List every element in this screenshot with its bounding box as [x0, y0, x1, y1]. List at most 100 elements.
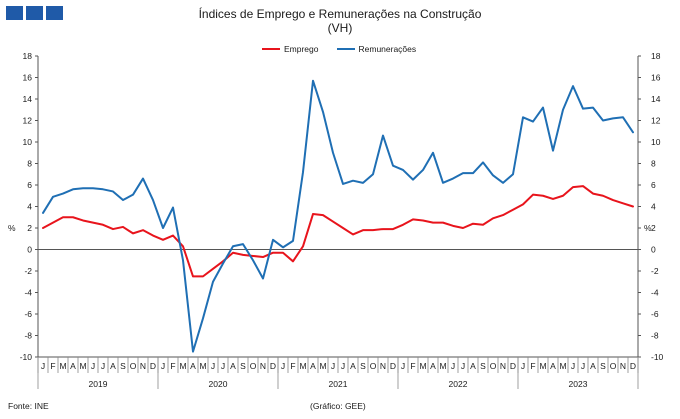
x-tick-label-month: J: [521, 361, 525, 371]
series-line-remuneracoes: [42, 79, 634, 353]
x-tick-label-month: A: [230, 361, 236, 371]
y-tick-label-left: 10: [23, 137, 33, 147]
x-tick-label-month: M: [199, 361, 206, 371]
y-tick-label-left: 16: [23, 73, 33, 83]
x-tick-label-month: F: [410, 361, 415, 371]
x-tick-label-month: A: [350, 361, 356, 371]
y-tick-label-right: -4: [651, 288, 659, 298]
x-tick-label-month: J: [581, 361, 585, 371]
logo-block: [26, 6, 43, 20]
x-tick-label-month: S: [120, 361, 126, 371]
x-tick-label-year: 2020: [209, 379, 228, 389]
x-tick-label-month: J: [401, 361, 405, 371]
y-tick-label-right: -8: [651, 331, 659, 341]
y-tick-label-left: -6: [24, 309, 32, 319]
y-tick-label-left: 4: [27, 202, 32, 212]
legend-label-emprego: Emprego: [284, 44, 319, 54]
x-tick-label-month: S: [360, 361, 366, 371]
x-tick-label-month: M: [559, 361, 566, 371]
x-tick-label-month: A: [550, 361, 556, 371]
x-tick-label-month: J: [571, 361, 575, 371]
x-tick-label-month: N: [380, 361, 386, 371]
x-tick-label-month: D: [150, 361, 156, 371]
x-tick-label-month: N: [260, 361, 266, 371]
y-tick-label-left: 12: [23, 116, 33, 126]
x-tick-label-month: A: [430, 361, 436, 371]
y-tick-label-left: -10: [20, 352, 33, 362]
x-tick-label-month: J: [331, 361, 335, 371]
x-tick-label-month: M: [299, 361, 306, 371]
y-tick-label-right: 18: [651, 51, 661, 61]
x-tick-label-month: J: [211, 361, 215, 371]
legend-label-remuneracoes: Remunerações: [358, 44, 417, 54]
x-tick-label-month: A: [70, 361, 76, 371]
x-tick-label-month: M: [59, 361, 66, 371]
line-chart: -10 -10 -8 -8 -6 -6 -4 -4 -2 -2 0 0 2 2 4 4 6 6 8 8 10 10 12 12…: [8, 51, 664, 389]
x-tick-label-month: S: [240, 361, 246, 371]
x-tick-label-month: N: [140, 361, 146, 371]
x-tick-label-month: J: [91, 361, 95, 371]
y-axis-label-left: %: [8, 223, 16, 233]
x-tick-label-year: 2023: [569, 379, 588, 389]
y-tick-label-left: -2: [24, 266, 32, 276]
x-tick-label-month: J: [461, 361, 465, 371]
chart-title: Índices de Emprego e Remunerações na Con…: [0, 7, 680, 35]
x-tick-label-month: M: [439, 361, 446, 371]
y-tick-label-right: 16: [651, 73, 661, 83]
x-tick-label-month: F: [530, 361, 535, 371]
y-tick-label-right: 10: [651, 137, 661, 147]
x-tick-label-month: A: [110, 361, 116, 371]
x-tick-label-month: A: [590, 361, 596, 371]
chart-legend: Emprego Remunerações: [262, 44, 416, 54]
logo: [6, 6, 63, 20]
x-tick-label-month: J: [41, 361, 45, 371]
x-tick-label-month: A: [470, 361, 476, 371]
x-tick-label-month: M: [539, 361, 546, 371]
x-tick-label-month: J: [341, 361, 345, 371]
x-tick-label-month: S: [600, 361, 606, 371]
legend-swatch-emprego: [262, 48, 280, 50]
x-tick-label-month: M: [319, 361, 326, 371]
x-tick-label-month: J: [451, 361, 455, 371]
x-tick-label-month: J: [281, 361, 285, 371]
x-tick-label-month: J: [221, 361, 225, 371]
legend-item-remuneracoes: Remunerações: [336, 44, 417, 54]
y-tick-label-right: 0: [651, 245, 656, 255]
y-tick-label-right: 6: [651, 180, 656, 190]
y-tick-label-right: 2: [651, 223, 656, 233]
chart-title-line2: (VH): [327, 21, 353, 35]
y-tick-label-right: -6: [651, 309, 659, 319]
y-tick-label-left: 0: [27, 245, 32, 255]
x-tick-label-year: 2022: [449, 379, 468, 389]
y-tick-label-right: -10: [651, 352, 664, 362]
source-note: Fonte: INE: [8, 401, 49, 411]
y-tick-label-right: 4: [651, 202, 656, 212]
y-tick-label-right: -2: [651, 266, 659, 276]
y-tick-label-right: 12: [651, 116, 661, 126]
x-tick-label-month: M: [79, 361, 86, 371]
y-tick-label-left: 18: [23, 51, 33, 61]
x-tick-label-month: F: [50, 361, 55, 371]
chart-title-line1: Índices de Emprego e Remunerações na Con…: [198, 7, 482, 21]
x-tick-label-month: N: [620, 361, 626, 371]
logo-block: [46, 6, 63, 20]
x-tick-label-month: O: [130, 361, 137, 371]
x-tick-label-month: S: [480, 361, 486, 371]
y-tick-label-right: 8: [651, 159, 656, 169]
x-tick-label-month: F: [290, 361, 295, 371]
x-tick-label-month: O: [610, 361, 617, 371]
y-tick-label-right: 14: [651, 94, 661, 104]
chart-credit: (Gráfico: GEE): [310, 401, 366, 411]
x-tick-label-month: A: [310, 361, 316, 371]
y-tick-label-left: 14: [23, 94, 33, 104]
x-tick-label-month: O: [370, 361, 377, 371]
x-tick-label-month: J: [161, 361, 165, 371]
x-tick-label-month: M: [179, 361, 186, 371]
x-tick-label-month: M: [419, 361, 426, 371]
x-tick-label-month: N: [500, 361, 506, 371]
x-tick-label-month: D: [270, 361, 276, 371]
series-line-emprego: [42, 185, 634, 278]
x-tick-label-month: D: [390, 361, 396, 371]
x-tick-label-month: O: [250, 361, 257, 371]
x-tick-label-year: 2019: [89, 379, 108, 389]
